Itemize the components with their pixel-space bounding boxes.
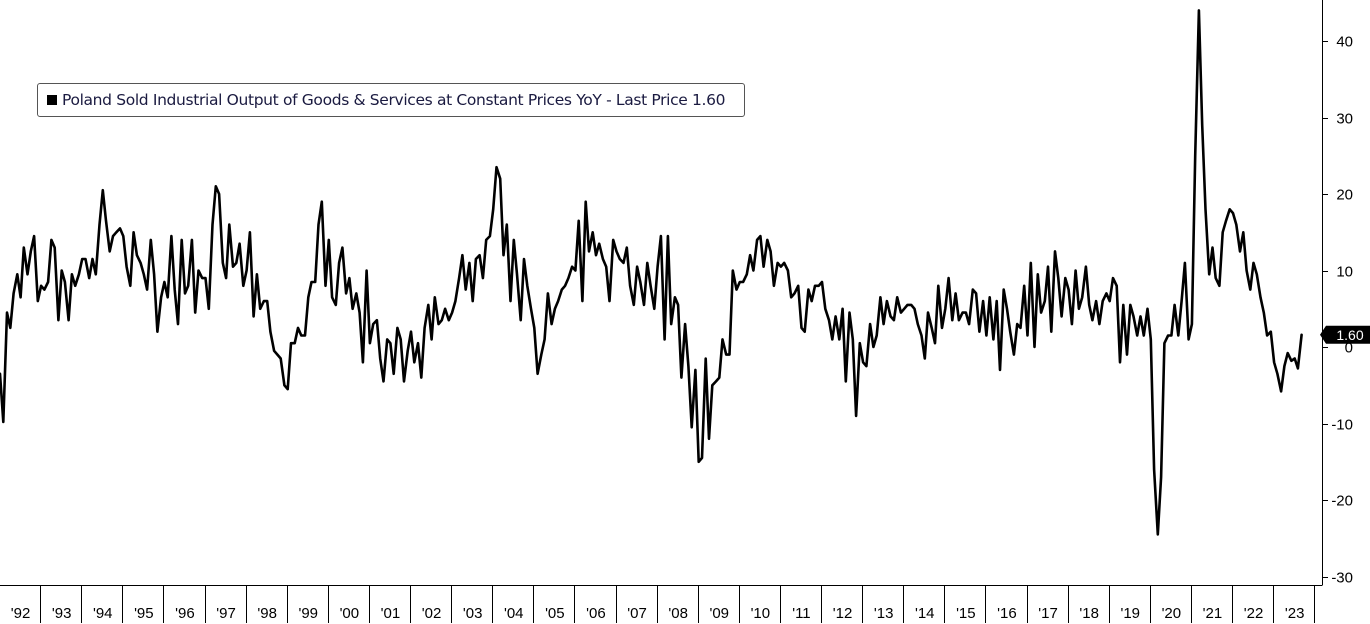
last-value-marker: 1.60 [1320,325,1370,344]
chart-legend: Poland Sold Industrial Output of Goods &… [37,83,745,117]
y-tick-label: -10 [1331,417,1353,434]
y-tick-label: -20 [1331,493,1353,510]
x-tick-label: '93 [52,605,72,622]
x-tick-label: '01 [381,605,401,622]
x-tick-label: '09 [709,605,729,622]
x-tick-label: '97 [216,605,236,622]
x-tick-label: '06 [586,605,606,622]
last-value-label: 1.60 [1336,327,1363,343]
y-tick-label: 40 [1336,34,1353,51]
series-layer [0,9,1303,536]
last-value-tag [1320,325,1370,344]
y-tick-label: 30 [1336,111,1353,128]
x-tick-label: '00 [340,605,360,622]
x-tick-label: '19 [1120,605,1140,622]
y-tick-label: 20 [1336,187,1353,204]
x-tick-label: '16 [997,605,1017,622]
x-tick-label: '10 [751,605,771,622]
x-tick-label: '15 [956,605,976,622]
x-tick-label: '04 [504,605,524,622]
x-tick-label: '94 [93,605,113,622]
x-tick-label: '11 [792,605,810,622]
x-tick-label: '98 [257,605,277,622]
x-tick-label: '07 [627,605,647,622]
x-tick-label: '18 [1079,605,1099,622]
x-axis: '92 '93 '94 '95 '96 '97 '98 '99 '00 '01 '02 '03 '04 '… [0,585,1323,623]
legend-swatch [47,95,57,105]
x-tick-label: '05 [545,605,565,622]
y-axis: 40 30 20 10 0 -10 -20 -30 [1322,0,1353,587]
y-tick-label: 0 [1345,340,1353,357]
x-tick-label: '20 [1162,605,1182,622]
x-tick-label: '96 [175,605,195,622]
x-tick-label: '03 [463,605,483,622]
x-tick-label: '12 [833,605,853,622]
x-tick-label: '23 [1285,605,1305,622]
x-tick-label: '13 [874,605,894,622]
x-tick-label: '92 [11,605,31,622]
x-tick-label: '99 [298,605,318,622]
x-tick-label: '22 [1244,605,1264,622]
y-tick-label: 10 [1336,264,1353,281]
x-tick-label: '14 [915,605,935,622]
x-tick-label: '08 [668,605,688,622]
legend-label: Poland Sold Industrial Output of Goods &… [62,91,726,109]
y-tick-label: -30 [1331,570,1353,587]
x-tick-label: '02 [422,605,442,622]
x-tick-label: '17 [1038,605,1058,622]
x-tick-label: '21 [1203,605,1223,622]
series-line [0,9,1303,536]
x-tick-label: '95 [134,605,154,622]
